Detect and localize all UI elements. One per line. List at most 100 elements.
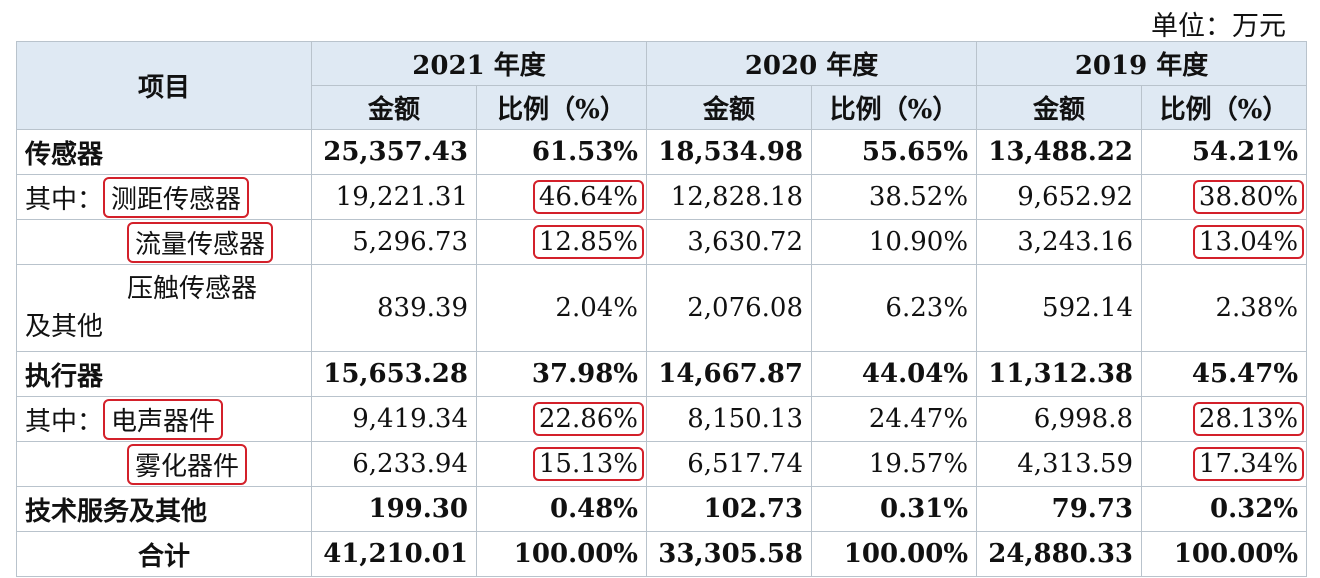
row-label: 技术服务及其他	[16, 486, 312, 532]
cell: 18,534.98	[646, 129, 813, 175]
cell: 100.00%	[811, 531, 978, 577]
row-label: 传感器	[16, 129, 312, 175]
row-label: 压触传感器 及其他	[16, 264, 312, 352]
row-sublabel: 雾化器件	[135, 451, 240, 482]
cell: 2.04%	[475, 264, 648, 352]
unit-label: 单位：万元	[1151, 11, 1286, 42]
cell: 6,233.94	[311, 441, 477, 487]
header-amount: 金额	[976, 85, 1143, 130]
table-row: 雾化器件 6,233.94 15.13% 6,517.74 19.57% 4,3…	[16, 441, 1308, 487]
row-label: 雾化器件	[16, 441, 312, 487]
cell: 22.86%	[475, 396, 648, 442]
cell: 199.30	[311, 486, 477, 532]
cell: 14,667.87	[646, 351, 813, 397]
cell: 9,652.92	[976, 174, 1143, 220]
table-row-total: 合计 41,210.01 100.00% 33,305.58 100.00% 2…	[16, 531, 1308, 577]
table-row: 执行器 15,653.28 37.98% 14,667.87 44.04% 11…	[16, 351, 1308, 397]
header-year-2021: 2021 年度	[310, 41, 648, 86]
table-row: 流量传感器 5,296.73 12.85% 3,630.72 10.90% 3,…	[16, 219, 1308, 265]
row-sublabel: 测距传感器	[111, 184, 242, 215]
cell: 839.39	[311, 264, 477, 352]
cell: 24.47%	[811, 396, 978, 442]
cell: 102.73	[646, 486, 813, 532]
cell: 3,630.72	[646, 219, 813, 265]
row-prefix: 其中：	[25, 184, 104, 215]
table-row: 其中： 电声器件 9,419.34 22.86% 8,150.13 24.47% …	[16, 396, 1308, 442]
header-row-metrics: 金额 比例（%） 金额 比例（%） 金额 比例（%）	[17, 85, 1308, 130]
header-year-2020: 2020 年度	[646, 41, 978, 86]
cell: 6,998.8	[976, 396, 1143, 442]
row-sublabel: 压触传感器	[127, 274, 258, 304]
cell: 3,243.16	[976, 219, 1143, 265]
row-sublabel: 电声器件	[111, 406, 216, 437]
cell: 37.98%	[475, 351, 648, 397]
header-ratio: 比例（%）	[475, 85, 648, 130]
cell: 44.04%	[811, 351, 978, 397]
highlighted-value: 15.13%	[532, 447, 645, 481]
cell: 17.34%	[1141, 441, 1308, 487]
cell: 0.31%	[811, 486, 978, 532]
cell: 61.53%	[475, 129, 648, 175]
cell: 4,313.59	[976, 441, 1143, 487]
row-sublabel: 流量传感器	[135, 229, 266, 260]
cell: 19,221.31	[311, 174, 477, 220]
revenue-table: 项目 2021 年度 2020 年度 2019 年度 金额 比例（%） 金额 比…	[16, 41, 1308, 577]
cell: 0.32%	[1141, 486, 1308, 532]
cell: 45.47%	[1141, 351, 1308, 397]
row-label: 其中： 测距传感器	[16, 174, 312, 220]
cell: 100.00%	[475, 531, 648, 577]
cell: 12,828.18	[646, 174, 813, 220]
cell: 6.23%	[811, 264, 978, 352]
cell: 12.85%	[475, 219, 648, 265]
cell: 10.90%	[811, 219, 978, 265]
highlighted-value: 12.85%	[532, 225, 645, 259]
cell: 592.14	[976, 264, 1143, 352]
header-amount: 金额	[646, 85, 813, 130]
highlight-box: 雾化器件	[127, 443, 248, 485]
highlighted-value: 17.34%	[1192, 447, 1305, 481]
row-sublabel-cont: 及其他	[25, 312, 104, 342]
cell: 33,305.58	[646, 531, 813, 577]
cell: 24,880.33	[976, 531, 1143, 577]
row-label: 执行器	[16, 351, 312, 397]
header-ratio: 比例（%）	[811, 85, 978, 130]
table-row: 压触传感器 及其他 839.39 2.04% 2,076.08 6.23% 59…	[16, 264, 1308, 352]
cell: 28.13%	[1141, 396, 1308, 442]
cell: 46.64%	[475, 174, 648, 220]
cell: 9,419.34	[311, 396, 477, 442]
table-row: 传感器 25,357.43 61.53% 18,534.98 55.65% 13…	[16, 129, 1308, 175]
highlighted-value: 22.86%	[532, 402, 645, 436]
cell: 13.04%	[1141, 219, 1308, 265]
cell: 11,312.38	[976, 351, 1143, 397]
cell: 8,150.13	[646, 396, 813, 442]
highlighted-value: 38.80%	[1192, 180, 1305, 214]
highlighted-value: 28.13%	[1192, 402, 1305, 436]
highlighted-value: 13.04%	[1192, 225, 1305, 259]
cell: 15,653.28	[311, 351, 477, 397]
cell: 0.48%	[475, 486, 648, 532]
row-label: 流量传感器	[16, 219, 312, 265]
header-row-years: 项目 2021 年度 2020 年度 2019 年度	[16, 41, 1308, 130]
cell: 38.52%	[811, 174, 978, 220]
table-row: 技术服务及其他 199.30 0.48% 102.73 0.31% 79.73 …	[16, 486, 1308, 532]
table-row: 其中： 测距传感器 19,221.31 46.64% 12,828.18 38.5…	[16, 174, 1308, 220]
cell: 41,210.01	[311, 531, 477, 577]
header-item: 项目	[16, 41, 312, 130]
cell: 13,488.22	[976, 129, 1143, 175]
cell: 79.73	[976, 486, 1143, 532]
cell: 19.57%	[811, 441, 978, 487]
cell: 5,296.73	[311, 219, 477, 265]
header-amount: 金额	[311, 85, 477, 130]
cell: 2.38%	[1141, 264, 1308, 352]
highlight-box: 流量传感器	[127, 221, 274, 263]
cell: 100.00%	[1141, 531, 1308, 577]
header-ratio: 比例（%）	[1141, 85, 1308, 130]
highlighted-value: 46.64%	[532, 180, 645, 214]
row-label: 其中： 电声器件	[16, 396, 312, 442]
cell: 38.80%	[1141, 174, 1308, 220]
cell: 55.65%	[811, 129, 978, 175]
header-year-2019: 2019 年度	[976, 41, 1308, 86]
highlight-box: 测距传感器	[103, 176, 250, 218]
cell: 6,517.74	[646, 441, 813, 487]
row-label: 合计	[16, 531, 312, 577]
